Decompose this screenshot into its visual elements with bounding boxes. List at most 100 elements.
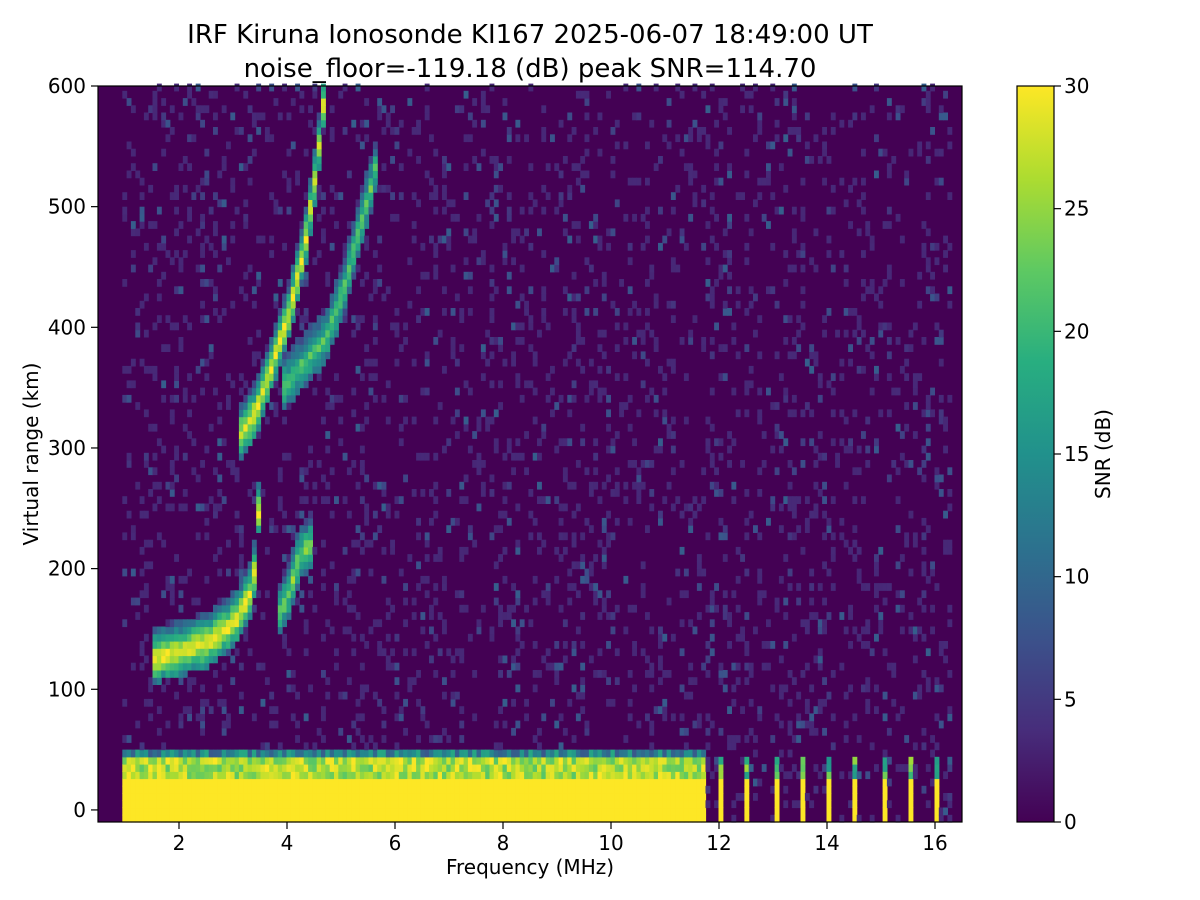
heatmap-cell xyxy=(269,800,275,809)
heatmap-cell xyxy=(606,90,611,99)
heatmap-cell xyxy=(498,337,503,345)
heatmap-cell xyxy=(295,286,300,295)
heatmap-cell xyxy=(753,626,758,635)
heatmap-cell xyxy=(601,756,607,765)
heatmap-cell xyxy=(308,337,313,345)
heatmap-cell xyxy=(886,337,892,345)
heatmap-cell xyxy=(524,134,529,143)
heatmap-cell xyxy=(727,170,732,179)
heatmap-cell xyxy=(217,793,223,801)
heatmap-cell xyxy=(714,163,719,171)
heatmap-cell xyxy=(312,365,318,374)
heatmap-cell xyxy=(346,250,352,258)
heatmap-cell xyxy=(817,771,823,780)
heatmap-cell xyxy=(312,257,318,266)
heatmap-cell xyxy=(869,742,875,751)
heatmap-cell xyxy=(917,141,923,150)
x-tick-label: 12 xyxy=(706,831,731,855)
heatmap-cell xyxy=(459,785,465,794)
heatmap-cell xyxy=(178,641,184,649)
heatmap-cell xyxy=(705,134,711,143)
heatmap-cell xyxy=(334,300,339,309)
heatmap-cell xyxy=(670,503,676,512)
heatmap-cell xyxy=(645,177,650,186)
heatmap-cell xyxy=(947,546,953,555)
heatmap-cell xyxy=(381,481,387,490)
heatmap-cell xyxy=(822,452,827,461)
heatmap-cell xyxy=(748,670,754,678)
heatmap-cell xyxy=(312,358,318,367)
heatmap-cell xyxy=(558,170,564,179)
heatmap-cell xyxy=(260,749,266,758)
colorbar-tick-label: 30 xyxy=(1064,74,1089,98)
heatmap-cell xyxy=(286,148,292,157)
heatmap-cell xyxy=(204,749,210,758)
heatmap-cell xyxy=(731,742,737,751)
heatmap-cell xyxy=(472,235,478,244)
heatmap-cell xyxy=(908,626,914,635)
heatmap-cell xyxy=(645,785,650,794)
heatmap-cell xyxy=(195,228,201,237)
heatmap-cell xyxy=(865,641,871,649)
heatmap-cell xyxy=(312,163,318,171)
heatmap-cell xyxy=(826,814,832,823)
heatmap-cell xyxy=(182,706,188,714)
heatmap-cell xyxy=(130,163,136,171)
heatmap-cell xyxy=(316,213,322,222)
heatmap-cell xyxy=(675,264,681,273)
heatmap-cell xyxy=(947,141,953,150)
heatmap-cell xyxy=(429,655,434,664)
heatmap-cell xyxy=(718,141,724,150)
heatmap-cell xyxy=(329,184,335,193)
heatmap-cell xyxy=(537,452,542,461)
heatmap-cell xyxy=(580,814,586,823)
heatmap-cell xyxy=(571,308,577,316)
heatmap-cell xyxy=(571,271,577,280)
heatmap-cell xyxy=(213,626,218,635)
heatmap-cell xyxy=(679,590,685,599)
heatmap-cell xyxy=(662,698,668,707)
heatmap-cell xyxy=(848,800,853,809)
heatmap-cell xyxy=(709,597,715,606)
heatmap-cell xyxy=(152,98,158,106)
heatmap-cell xyxy=(411,771,417,780)
heatmap-cell xyxy=(334,286,339,295)
heatmap-cell xyxy=(472,756,478,765)
heatmap-cell xyxy=(653,344,659,352)
y-tick-label: 0 xyxy=(73,798,86,822)
heatmap-cell xyxy=(912,771,918,780)
heatmap-cell xyxy=(748,105,754,114)
heatmap-cell xyxy=(290,793,296,801)
heatmap-cell xyxy=(584,98,590,106)
heatmap-cell xyxy=(627,778,633,787)
heatmap-cell xyxy=(359,213,365,222)
heatmap-cell xyxy=(874,83,879,92)
heatmap-cell xyxy=(442,756,447,765)
heatmap-cell xyxy=(204,641,210,649)
heatmap-cell xyxy=(532,387,538,396)
heatmap-cell xyxy=(148,684,154,693)
heatmap-cell xyxy=(416,785,421,794)
heatmap-cell xyxy=(606,590,611,599)
heatmap-cell xyxy=(498,756,503,765)
heatmap-cell xyxy=(528,800,534,809)
heatmap-cell xyxy=(161,684,167,693)
heatmap-cell xyxy=(575,691,581,700)
heatmap-cell xyxy=(554,670,560,678)
heatmap-cell xyxy=(139,742,145,751)
heatmap-cell xyxy=(489,156,495,164)
heatmap-cell xyxy=(213,467,218,476)
heatmap-cell xyxy=(930,127,935,135)
heatmap-cell xyxy=(416,764,421,772)
heatmap-cell xyxy=(679,764,685,772)
heatmap-cell xyxy=(567,749,573,758)
heatmap-cell xyxy=(346,626,352,635)
heatmap-cell xyxy=(226,756,231,765)
heatmap-cell xyxy=(489,308,495,316)
heatmap-cell xyxy=(895,387,901,396)
heatmap-cell xyxy=(437,554,443,562)
x-tick-label: 6 xyxy=(389,831,402,855)
heatmap-cell xyxy=(696,793,702,801)
heatmap-cell xyxy=(757,575,763,584)
heatmap-cell xyxy=(545,583,551,591)
